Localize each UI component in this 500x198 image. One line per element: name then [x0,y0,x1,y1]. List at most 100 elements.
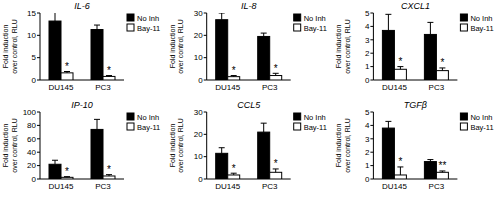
y-tick-label: 20 [194,31,203,40]
y-tick [370,125,373,126]
y-tick [37,80,40,81]
bar [61,177,73,179]
y-axis [373,13,374,80]
legend-swatch [460,113,467,120]
error-bar [427,160,433,162]
bar [103,76,115,80]
y-tick [204,134,207,135]
significance: * [107,65,111,76]
y-tick-label: 5 [365,9,370,18]
y-label: over control, RLU [177,19,184,73]
x-tick-label: PC3 [95,83,111,92]
legend-swatch [127,123,134,130]
y-label: over control, RLU [177,118,184,172]
legend-swatch [460,24,467,31]
y-tick [37,57,40,58]
x-tick-label: DU145 [49,83,74,92]
error-bar [52,13,58,21]
error-cap [219,13,225,14]
legend-label: Bay-11 [137,123,160,132]
panel: TGFβFold inductionover control, RLU01234… [335,100,493,191]
error-bar [261,123,267,132]
y-tick [204,13,207,14]
error-cap [94,119,100,120]
significance: * [107,164,111,175]
x-tick-label: DU145 [215,83,240,92]
y-tick-label: 5 [32,53,37,62]
bar [49,164,61,179]
y-label: over control, RLU [344,19,351,73]
error-cap [52,160,58,161]
bar [228,175,240,179]
y-tick [370,112,373,113]
bar [91,129,103,179]
legend-swatch [294,113,301,120]
error-stem [388,121,389,128]
error-bar [94,25,100,29]
y-tick-label: 3 [365,135,370,144]
error-stem [430,22,431,34]
x-tick-label: DU145 [215,182,240,191]
legend-swatch [294,24,301,31]
y-tick-label: 1 [365,161,370,170]
bar [61,73,73,80]
error-bar [219,13,225,20]
y-label: Fold induction [2,124,9,168]
y-tick-label: 0 [198,175,203,184]
bar [270,76,282,80]
plot-marks [216,123,282,179]
panel: CCL5Fold inductionover control, RLU01020… [169,100,327,191]
y-tick [37,165,40,166]
y-label: Fold induction [335,124,342,168]
legend-swatch [127,14,134,21]
y-tick-label: 1 [365,62,370,71]
legend-swatch [127,113,134,120]
y-label: Fold induction [169,25,176,69]
error-bar [219,148,225,154]
x-tick-label: DU145 [382,182,407,191]
legend-label: No Inh [470,113,492,122]
y-label: over control, RLU [11,118,18,172]
y-tick-label: 3 [365,36,370,45]
error-bar [427,22,433,34]
y-tick-label: 15 [27,9,36,18]
y-tick-label: 60 [27,135,36,144]
error-cap [385,121,391,122]
legend-swatch [294,123,301,130]
y-tick [204,57,207,58]
error-bar [385,14,391,30]
legend-label: Bay-11 [137,24,160,33]
y-tick [370,165,373,166]
significance: * [398,156,402,167]
bar [258,36,270,80]
x-tick-label: PC3 [429,182,445,191]
error-stem [221,148,222,154]
error-cap [261,123,267,124]
x-tick-label: DU145 [49,182,74,191]
y-tick-label: 5 [365,108,370,117]
y-tick [37,138,40,139]
error-bar [261,33,267,36]
y-tick-label: 20 [194,130,203,139]
error-cap [427,22,433,23]
x-tick-label: DU145 [382,83,407,92]
y-axis [373,112,374,179]
significance: * [440,57,444,68]
y-tick [204,35,207,36]
error-stem [55,13,56,21]
y-tick [370,26,373,27]
bar [424,162,436,179]
error-stem [263,33,264,36]
y-tick-label: 0 [198,76,203,85]
error-bar [397,167,403,175]
y-label: Fold induction [2,25,9,69]
error-stem [97,25,98,29]
legend-label: Bay-11 [470,123,493,132]
y-axis [40,112,41,179]
y-tick [204,80,207,81]
y-tick [37,152,40,153]
bar [91,30,103,80]
y-axis [40,13,41,80]
plot-marks [382,121,448,179]
plot-marks [382,14,448,80]
